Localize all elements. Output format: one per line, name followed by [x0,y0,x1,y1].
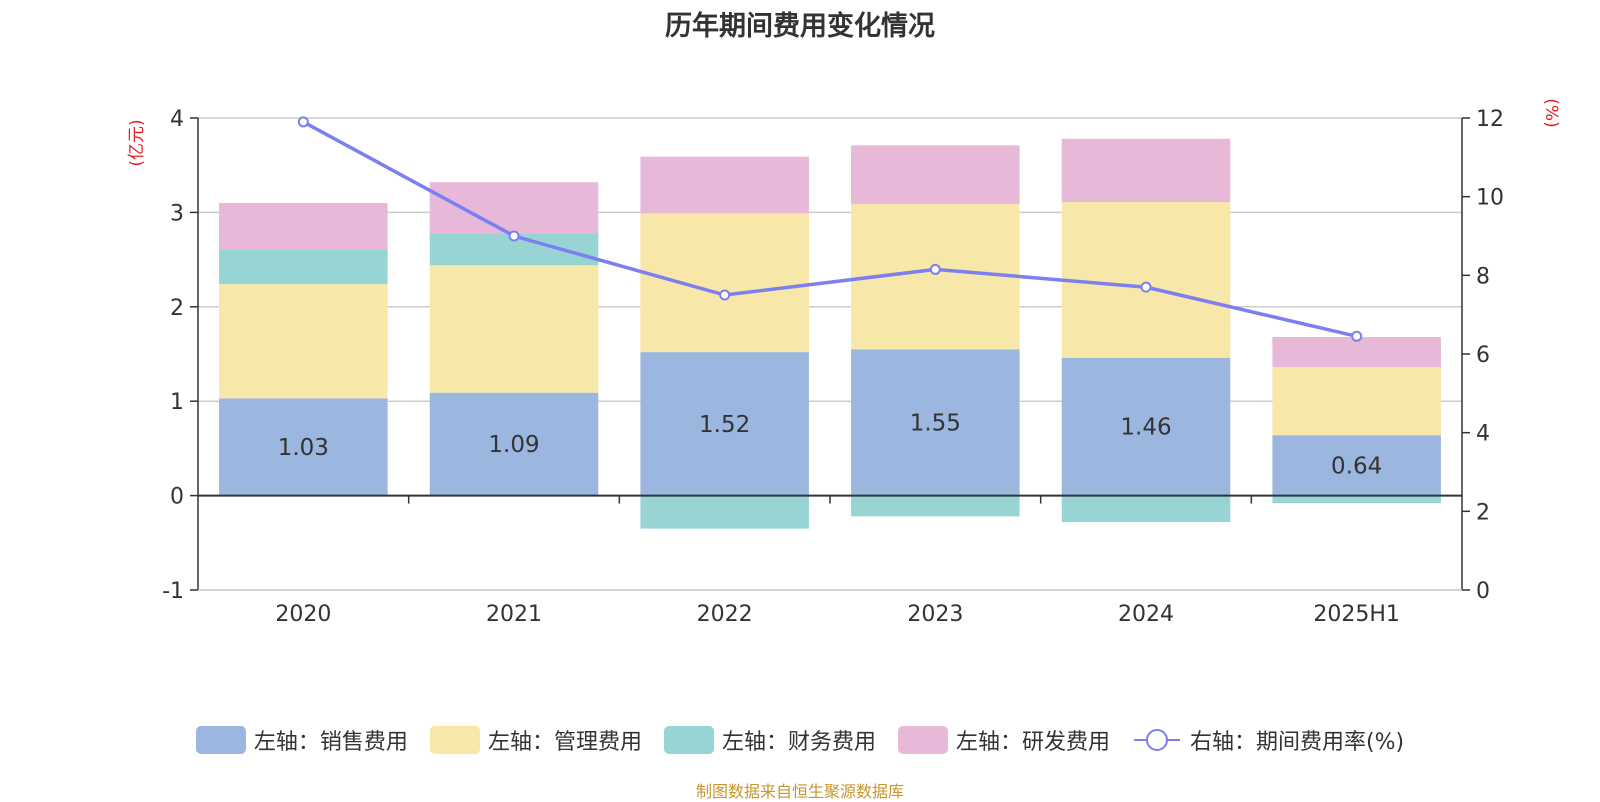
bar-segment [219,202,388,250]
bar-segment [1272,367,1441,436]
bar-segment [429,265,599,393]
left-tick-label: 4 [170,107,184,132]
bar-segment [640,156,809,214]
label-layer: 1.03 1.09 1.52 1.55 1.46 0.64 [278,410,1383,479]
x-category-label: 2023 [907,602,963,627]
left-tick-label: 1 [170,390,184,415]
left-axis-unit-label: (亿元) [127,119,147,166]
chart-title: 历年期间费用变化情况 [665,11,935,42]
bar-segment [429,182,599,234]
right-tick-label: 0 [1476,579,1490,604]
bar-segment [640,495,809,529]
bar-value-label: 1.52 [699,412,750,438]
legend-label: 左轴：研发费用 [955,730,1110,755]
legend-swatch [897,726,948,754]
bar-segment [219,398,388,496]
left-tick-label: 0 [170,485,184,510]
x-category-label: 2025H1 [1313,602,1400,627]
legend-swatch [429,726,480,754]
bar-segment [851,495,1020,517]
line-layer [297,116,1363,342]
rate-point [297,116,309,128]
bar-value-label: 0.64 [1331,453,1382,479]
bar-value-label: 1.46 [1120,415,1171,441]
legend-label: 左轴：管理费用 [487,730,642,755]
bar-segment [1061,202,1231,358]
bar-segment [219,284,388,399]
legend-item[interactable]: 右轴：期间费用率(%) [1132,724,1404,756]
bar-segment [429,392,599,496]
legend-item[interactable]: 左轴：研发费用 [897,724,1110,756]
bar-segment [1061,495,1231,523]
x-category-label: 2024 [1118,602,1174,627]
rate-point [1351,330,1363,342]
x-category-label: 2021 [486,602,542,627]
bar-value-label: 1.09 [488,432,539,458]
legend-label: 右轴：期间费用率(%) [1189,730,1405,755]
rate-line [302,120,1358,339]
legend-label: 左轴：销售费用 [253,730,408,755]
bar-value-label: 1.03 [278,435,329,461]
source-note: 制图数据来自恒生聚源数据库 [695,782,904,801]
bar-segment [1061,357,1231,496]
right-axis-unit-label: (%) [1541,98,1561,127]
bar-segment [1272,435,1441,496]
right-tick-label: 10 [1476,186,1504,211]
right-tick-label: 6 [1476,343,1490,368]
bar-segment [1272,495,1441,504]
rate-point [719,289,731,301]
legend-label: 左轴：财务费用 [721,730,876,755]
legend-swatch [663,726,714,754]
bar-segment [851,349,1020,496]
rate-point [929,263,941,275]
right-tick-label: 2 [1476,500,1490,525]
rate-point [508,230,520,242]
bar-segment [640,352,809,496]
left-tick-label: 2 [170,296,184,321]
legend-item[interactable]: 左轴：销售费用 [195,724,408,756]
bar-segment [219,249,388,285]
legend-line-icon [1133,729,1180,751]
bar-segment [1272,337,1441,368]
rate-point [1140,281,1152,293]
bar-segment [640,213,809,353]
bar-segment [851,145,1020,204]
x-category-label: 2020 [275,602,331,627]
legend: 左轴：销售费用 左轴：管理费用 左轴：财务费用 左轴：研发费用 右轴：期间费用率(%) [0,720,1600,760]
bar-value-label: 1.55 [910,410,961,436]
right-tick-label: 4 [1476,422,1490,447]
right-tick-label: 8 [1476,264,1490,289]
legend-swatch [195,726,246,754]
right-tick-label: 12 [1476,107,1504,132]
x-category-label: 2022 [697,602,753,627]
bar-segment [1061,138,1231,203]
legend-item[interactable]: 左轴：财务费用 [663,724,876,756]
legend-item[interactable]: 左轴：管理费用 [429,724,642,756]
bar-layer [219,138,1441,529]
left-tick-label: 3 [170,201,184,226]
left-tick-label: -1 [162,579,184,604]
